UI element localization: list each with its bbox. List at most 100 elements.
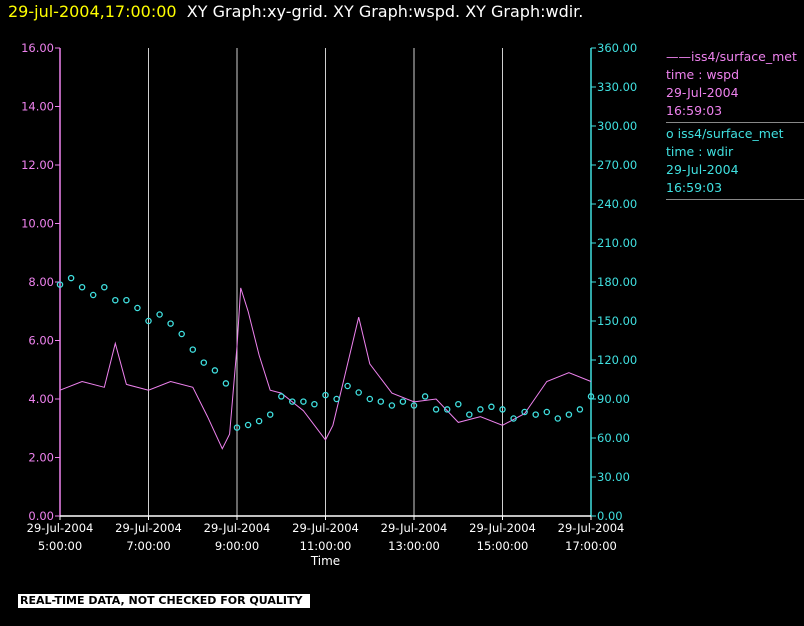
x-tick-label-date: 29-Jul-2004 <box>469 521 536 535</box>
wdir-data-point <box>355 389 362 396</box>
y-right-tick-label: 0.00 <box>597 509 623 523</box>
x-tick-label-time: 11:00:00 <box>300 539 352 553</box>
wdir-data-point <box>78 283 86 291</box>
wdir-data-point <box>67 274 75 282</box>
graph-title: 29-jul-2004,17:00:00 XY Graph:xy-grid. X… <box>8 2 583 21</box>
legend-entry-wspd: ——iss4/surface_met time : wspd 29-Jul-20… <box>666 48 804 123</box>
y-right-tick-label: 120.00 <box>597 353 637 367</box>
y-right-tick-label: 180.00 <box>597 275 637 289</box>
legend-line-marker: —— <box>666 49 691 64</box>
wdir-data-point <box>377 398 385 405</box>
legend-date: 29-Jul-2004 <box>666 85 739 100</box>
wdir-data-point <box>189 346 197 353</box>
x-tick-label-date: 29-Jul-2004 <box>115 521 182 535</box>
wdir-data-point <box>101 283 108 291</box>
wdir-data-point <box>56 281 64 288</box>
wdir-data-point <box>466 411 473 418</box>
wdir-data-point <box>200 359 208 366</box>
wdir-data-point <box>399 398 407 405</box>
legend-entry-wdir: o iss4/surface_met time : wdir 29-Jul-20… <box>666 125 804 200</box>
y-right-tick-label: 150.00 <box>597 314 637 328</box>
wdir-data-point <box>333 395 340 403</box>
legend: —— iss4/surface_met time : wspd 29-Jul-20… <box>666 48 804 202</box>
legend-variable: time : wspd <box>666 67 740 82</box>
wdir-data-point <box>388 402 396 409</box>
wdir-data-point <box>178 330 185 338</box>
y-right-tick-label: 300.00 <box>597 119 637 133</box>
y-right-tick-label: 360.00 <box>597 41 637 55</box>
wdir-data-point <box>488 403 495 411</box>
y-left-tick-label: 16.00 <box>21 41 54 55</box>
x-tick-label-time: 9:00:00 <box>215 539 259 553</box>
wdir-data-point <box>167 320 174 327</box>
y-left-tick-label: 12.00 <box>21 158 54 172</box>
wdir-data-point <box>366 395 374 403</box>
wdir-data-point <box>455 400 462 408</box>
wdir-data-point <box>123 296 130 304</box>
y-right-tick-label: 90.00 <box>597 392 630 406</box>
x-tick-label-date: 29-Jul-2004 <box>292 521 359 535</box>
wdir-data-point <box>543 408 551 416</box>
x-tick-label-time: 5:00:00 <box>38 539 82 553</box>
y-right-tick-label: 30.00 <box>597 470 630 484</box>
wdir-data-point <box>510 415 517 422</box>
wdir-data-point <box>576 406 584 413</box>
wdir-data-point <box>521 408 528 416</box>
y-left-tick-label: 6.00 <box>28 334 54 348</box>
y-left-tick-label: 14.00 <box>21 100 54 114</box>
wdir-data-point <box>134 304 141 312</box>
x-tick-label-time: 13:00:00 <box>388 539 440 553</box>
y-right-tick-label: 210.00 <box>597 236 637 250</box>
legend-time: 16:59:03 <box>666 103 723 118</box>
y-right-tick-label: 270.00 <box>597 158 637 172</box>
x-tick-label-date: 29-Jul-2004 <box>381 521 448 535</box>
wdir-data-point <box>156 311 163 318</box>
x-tick-label-time: 7:00:00 <box>126 539 170 553</box>
legend-source: iss4/surface_met <box>677 126 784 141</box>
y-right-tick-label: 330.00 <box>597 80 637 94</box>
legend-time: 16:59:03 <box>666 180 723 195</box>
x-tick-label-time: 15:00:00 <box>477 539 529 553</box>
wdir-data-point <box>410 402 418 409</box>
wdir-data-point <box>443 406 451 413</box>
x-tick-label-date: 29-Jul-2004 <box>204 521 271 535</box>
wdir-data-point <box>344 382 351 390</box>
x-tick-label-time: 17:00:00 <box>565 539 617 553</box>
wdir-data-point <box>89 291 97 299</box>
title-time: 29-jul-2004,17:00:00 <box>8 2 177 21</box>
wdir-data-point <box>311 400 318 408</box>
wdir-data-point <box>300 398 307 405</box>
y-right-tick-label: 60.00 <box>597 431 630 445</box>
y-left-tick-label: 10.00 <box>21 217 54 231</box>
y-left-tick-label: 4.00 <box>28 392 54 406</box>
title-graphs: XY Graph:xy-grid. XY Graph:wspd. XY Grap… <box>186 2 584 21</box>
wdir-data-point <box>322 391 329 399</box>
y-right-tick-label: 240.00 <box>597 197 637 211</box>
y-left-tick-label: 8.00 <box>28 275 54 289</box>
legend-circle-marker: o <box>666 126 674 141</box>
y-left-tick-label: 0.00 <box>28 509 54 523</box>
legend-variable: time : wdir <box>666 144 734 159</box>
wdir-data-point <box>554 415 562 422</box>
wdir-data-point <box>565 411 573 418</box>
y-left-tick-label: 2.00 <box>28 451 54 465</box>
wdir-data-point <box>211 367 219 374</box>
wdir-data-point <box>222 380 230 387</box>
wdir-data-point <box>421 393 429 400</box>
wdir-data-point <box>432 406 440 413</box>
wdir-data-point <box>289 398 296 405</box>
wdir-data-point <box>278 393 285 400</box>
wspd-series-line <box>59 287 592 450</box>
wdir-data-point <box>255 417 263 425</box>
wdir-data-point <box>244 421 252 429</box>
wdir-data-point <box>587 393 595 400</box>
x-tick-label-date: 29-Jul-2004 <box>27 521 94 535</box>
legend-date: 29-Jul-2004 <box>666 162 739 177</box>
wdir-data-point <box>112 296 119 304</box>
wdir-data-point <box>233 424 241 431</box>
wdir-data-point <box>532 411 539 418</box>
wdir-data-point <box>477 406 484 413</box>
wdir-data-point <box>266 411 274 418</box>
quality-warning: REAL-TIME DATA, NOT CHECKED FOR QUALITY <box>18 594 310 608</box>
